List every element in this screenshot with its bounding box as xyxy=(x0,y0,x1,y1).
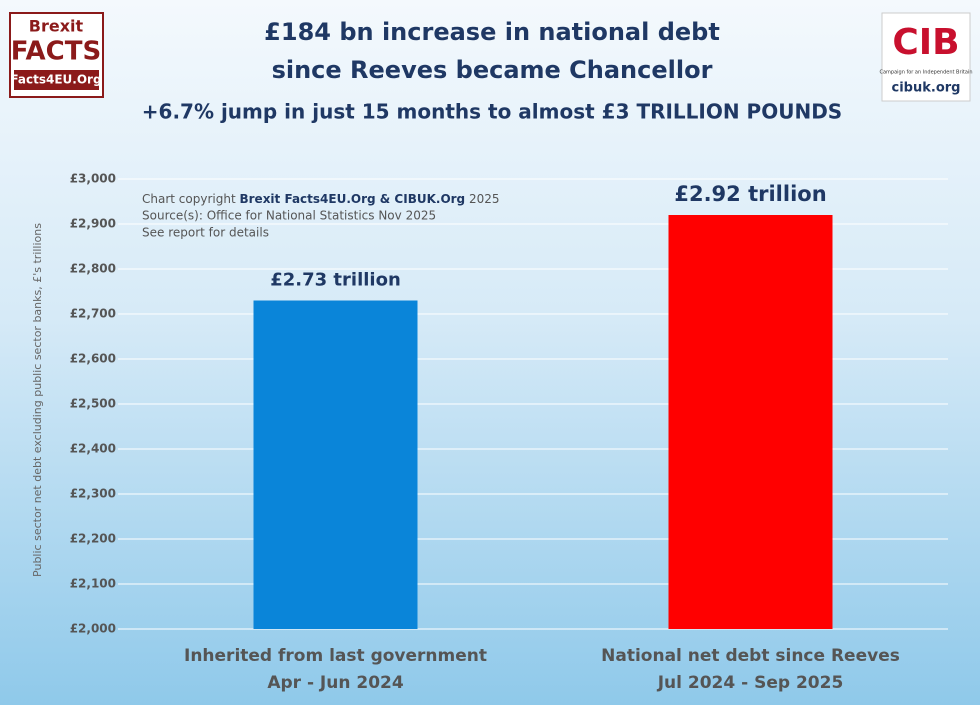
y-tick-label: £2,100 xyxy=(70,577,116,591)
bar xyxy=(253,300,418,629)
x-tick-label: National net debt since Reeves xyxy=(601,646,900,666)
logo-right: CIB Campaign for an Independent Britain … xyxy=(879,12,973,102)
value-label: £2.92 trillion xyxy=(674,182,826,206)
logo-text: Campaign for an Independent Britain xyxy=(879,70,972,76)
plot: £2,000 £2,100 £2,200 £2,300 £2,400 £2,500 £2,6… xyxy=(70,172,948,693)
y-tick-label: £2,200 xyxy=(70,532,116,546)
x-tick-label: Apr - Jun 2024 xyxy=(267,673,404,693)
annotation-text: Chart copyright xyxy=(142,192,236,206)
annotation: Source(s): Office for National Statistic… xyxy=(142,209,436,223)
y-tick-label: £2,000 xyxy=(70,622,116,636)
annotation: See report for details xyxy=(142,226,269,240)
chart-subtitle: +6.7% jump in just 15 months to almost £… xyxy=(142,100,842,124)
annotation-text: 2025 xyxy=(469,192,500,206)
logo-left: Brexit FACTS Facts4EU.Org xyxy=(9,12,104,98)
y-tick-label: £3,000 xyxy=(70,172,116,186)
y-axis-label: Public sector net debt excluding public … xyxy=(31,223,44,577)
logo-text: FACTS xyxy=(11,37,101,67)
x-tick-label: Inherited from last government xyxy=(184,646,487,666)
y-tick-label: £2,600 xyxy=(70,352,116,366)
logo-text: CIB xyxy=(892,22,959,63)
y-tick-label: £2,900 xyxy=(70,217,116,231)
y-tick-label: £2,800 xyxy=(70,262,116,276)
chart-title: since Reeves became Chancellor xyxy=(272,56,713,84)
value-label: £2.73 trillion xyxy=(270,270,401,291)
x-tick-label: Jul 2024 - Sep 2025 xyxy=(657,673,844,693)
logo-text: cibuk.org xyxy=(892,81,961,96)
logo-text: Facts4EU.Org xyxy=(10,73,101,87)
annotation: Chart copyright Brexit Facts4EU.Org & CI… xyxy=(142,192,500,206)
y-tick-label: £2,400 xyxy=(70,442,116,456)
chart-title: £184 bn increase in national debt xyxy=(264,18,720,46)
y-tick-label: £2,300 xyxy=(70,487,116,501)
y-tick-label: £2,500 xyxy=(70,397,116,411)
logo-text: Brexit xyxy=(29,17,84,36)
y-tick-label: £2,700 xyxy=(70,307,116,321)
annotation-text: Brexit Facts4EU.Org & CIBUK.Org xyxy=(239,192,465,206)
bar xyxy=(668,215,833,629)
